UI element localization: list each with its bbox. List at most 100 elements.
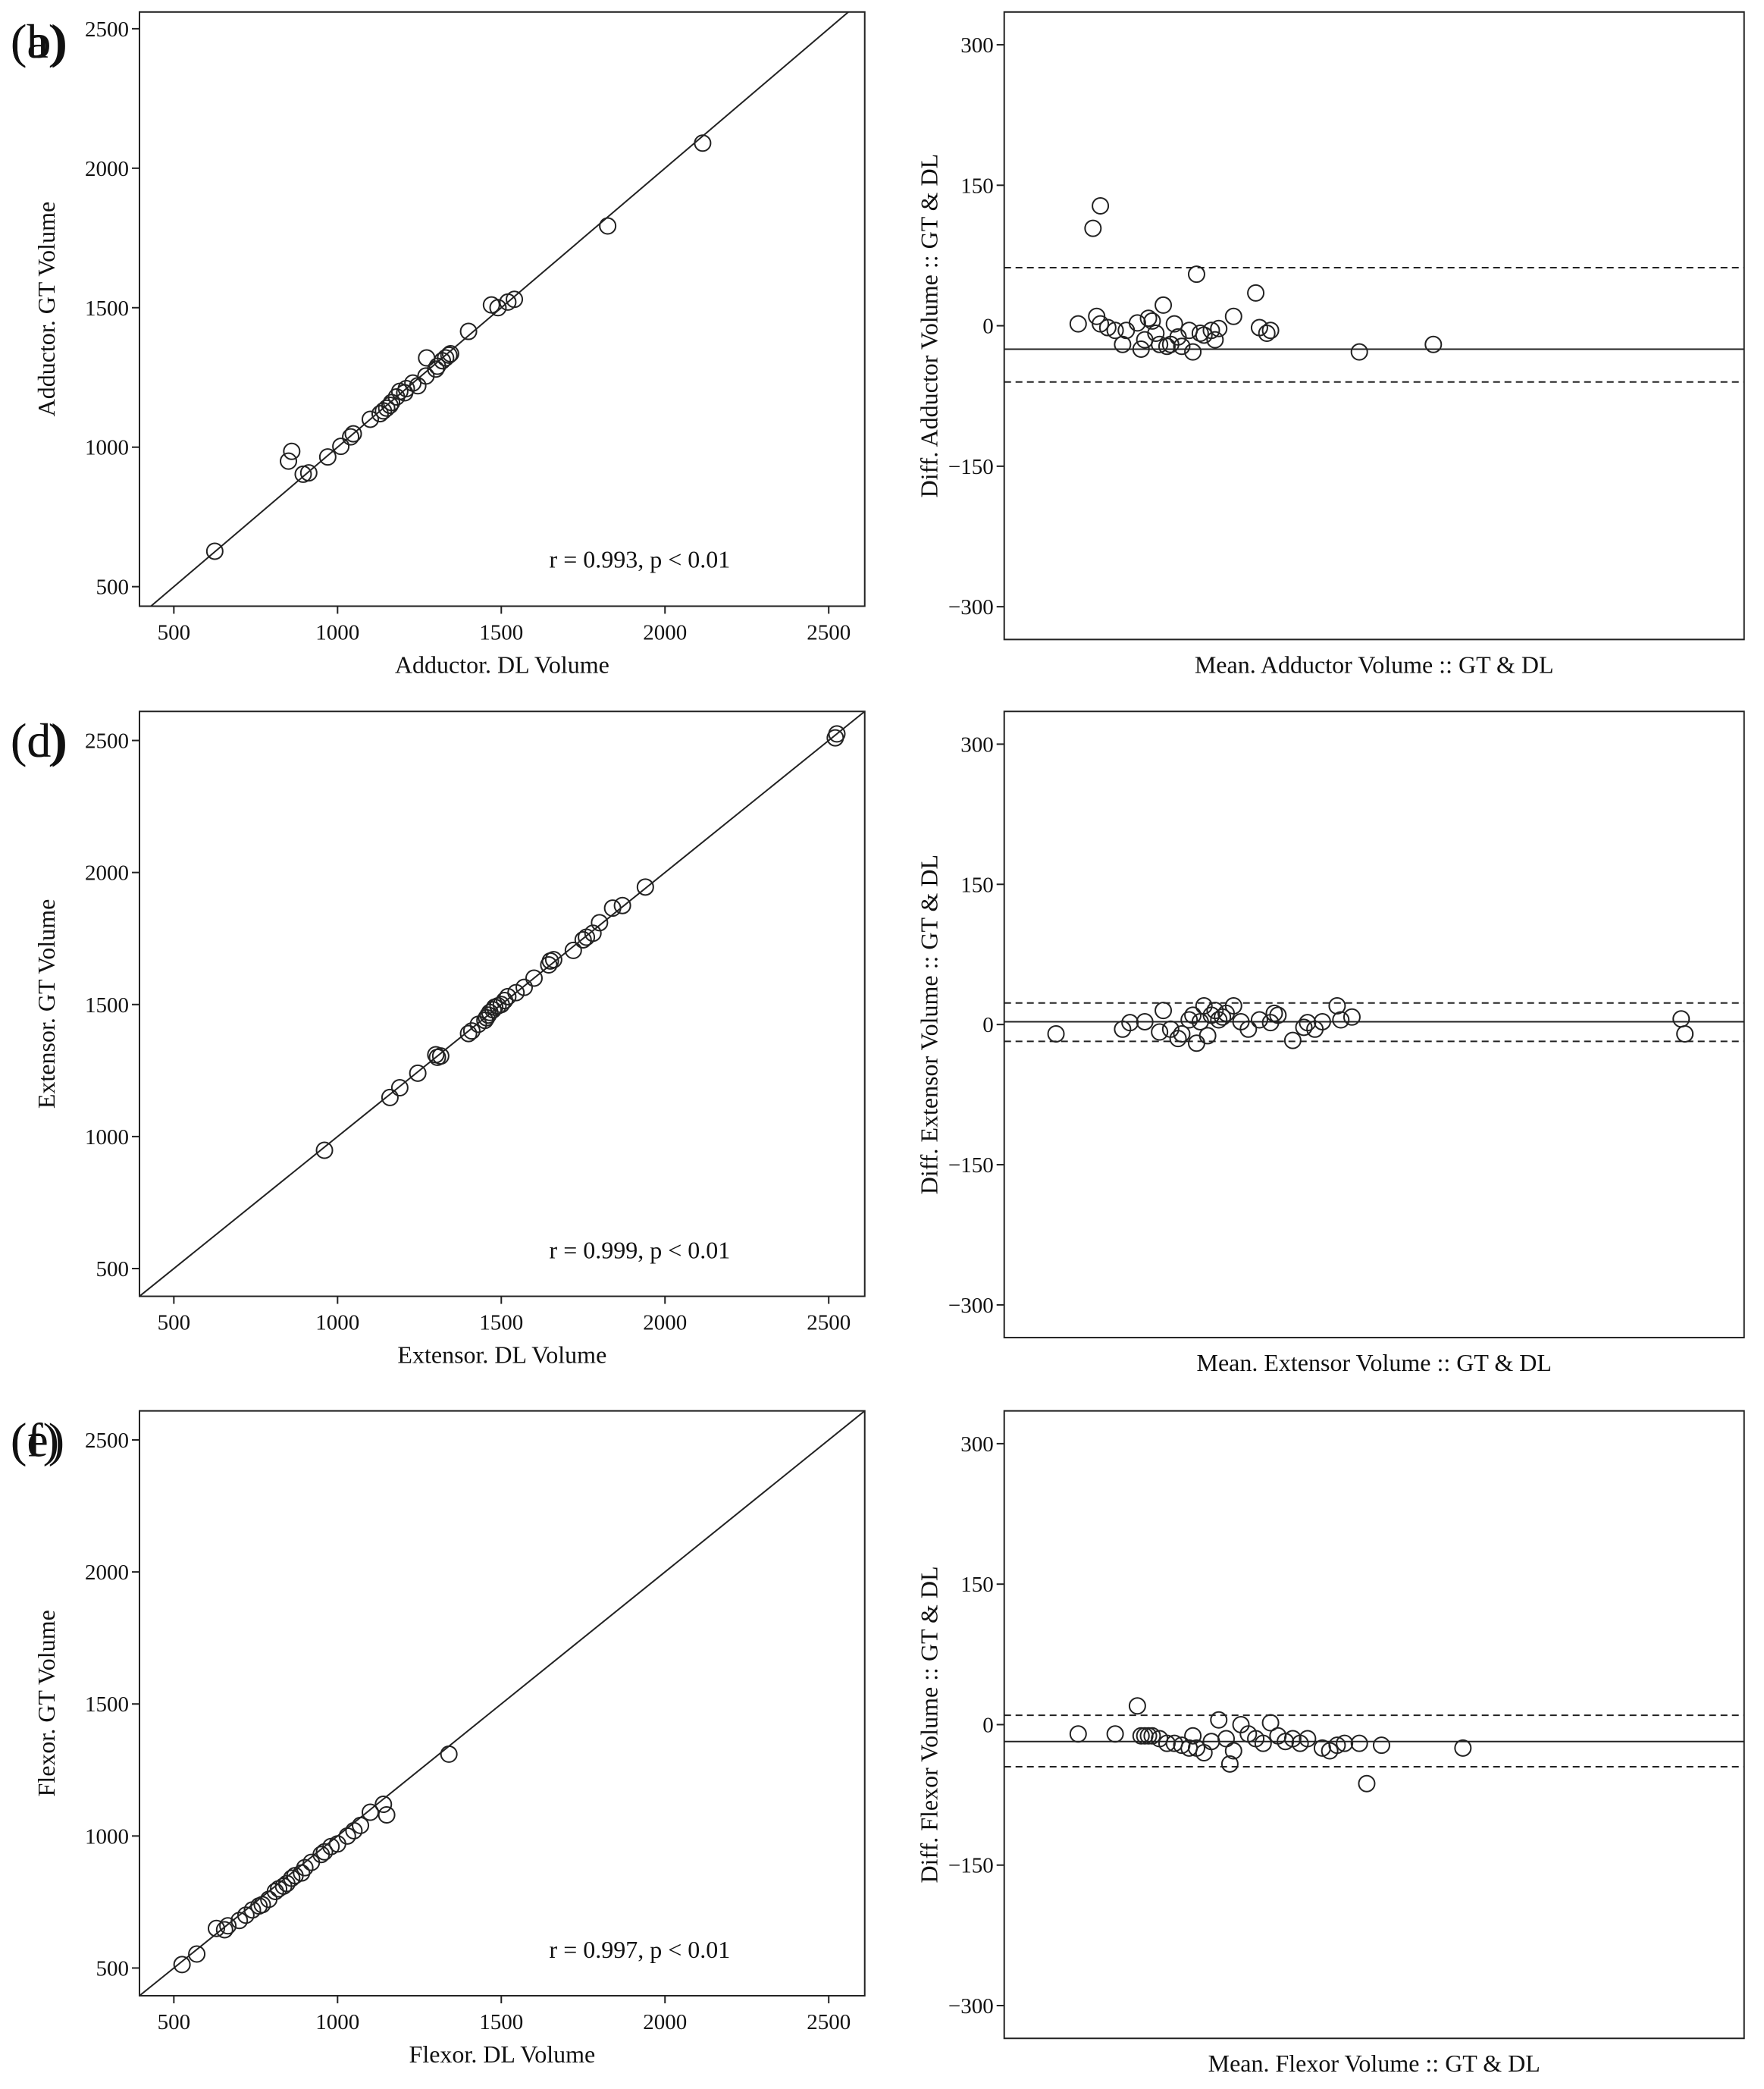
data-point bbox=[1158, 1734, 1176, 1752]
data-point bbox=[1214, 1008, 1232, 1026]
data-point bbox=[332, 438, 350, 456]
data-point bbox=[506, 290, 524, 309]
data-point bbox=[1328, 996, 1346, 1015]
data-point bbox=[1265, 1004, 1283, 1022]
x-tick-label: 2500 bbox=[807, 2010, 851, 2034]
data-point bbox=[603, 899, 622, 917]
data-point bbox=[1261, 1714, 1280, 1732]
y-tick-label: 2000 bbox=[85, 1560, 129, 1585]
x-axis-title: Mean. Flexor Volume :: GT & DL bbox=[1208, 2050, 1540, 2077]
y-tick-label: −150 bbox=[948, 1854, 994, 1878]
data-point bbox=[1254, 1734, 1272, 1752]
data-point bbox=[1336, 1734, 1354, 1752]
data-point bbox=[383, 394, 401, 412]
data-point bbox=[230, 1912, 249, 1930]
data-point bbox=[1206, 331, 1224, 349]
x-axis-title: Flexor. DL Volume bbox=[409, 2040, 596, 2068]
data-point bbox=[1250, 1011, 1268, 1029]
panel-label: (e) bbox=[11, 1413, 64, 1467]
data-point bbox=[1184, 1727, 1202, 1745]
data-point bbox=[1277, 1733, 1295, 1751]
data-point bbox=[462, 1022, 481, 1040]
data-point bbox=[397, 379, 415, 397]
data-point bbox=[1350, 1734, 1368, 1752]
data-point bbox=[215, 1921, 233, 1939]
data-point bbox=[1332, 1011, 1350, 1029]
data-point bbox=[1128, 314, 1146, 332]
x-tick-label: 1500 bbox=[479, 620, 523, 645]
data-point bbox=[342, 428, 360, 446]
panel-label: (f) bbox=[11, 1413, 59, 1467]
data-point bbox=[1147, 324, 1165, 342]
x-axis-title: Mean. Adductor Volume :: GT & DL bbox=[1195, 651, 1554, 678]
data-point bbox=[1210, 1711, 1228, 1729]
panel-label: (b) bbox=[11, 14, 67, 68]
data-point bbox=[283, 442, 301, 460]
correlation-annotation: r = 0.997, p < 0.01 bbox=[550, 1936, 731, 1963]
data-point bbox=[205, 542, 224, 560]
data-point bbox=[315, 1843, 334, 1861]
data-point bbox=[345, 1821, 363, 1840]
data-point bbox=[599, 217, 617, 235]
panel-c: (c) 500 1000 1500 2000 2500 500 1000 1500 2000 250… bbox=[11, 710, 866, 1369]
data-point bbox=[1191, 324, 1209, 342]
data-point bbox=[1224, 1742, 1242, 1760]
data-point bbox=[1313, 1012, 1331, 1030]
y-tick-label: 2500 bbox=[85, 1429, 129, 1453]
data-point bbox=[1136, 1012, 1154, 1030]
data-point bbox=[1676, 1024, 1694, 1043]
data-point bbox=[296, 1858, 314, 1877]
y-tick-label: 1500 bbox=[85, 296, 129, 321]
x-tick-label: 500 bbox=[158, 620, 191, 645]
data-point bbox=[1220, 1755, 1239, 1773]
y-tick-label: 300 bbox=[960, 732, 994, 757]
plot-frame bbox=[1003, 1410, 1745, 2040]
data-point bbox=[1184, 343, 1202, 361]
data-point bbox=[1328, 1736, 1346, 1755]
data-point bbox=[828, 725, 846, 743]
y-tick-label: 150 bbox=[960, 1573, 994, 1597]
data-point bbox=[219, 1917, 237, 1935]
y-tick-label: −150 bbox=[948, 1153, 994, 1178]
data-point bbox=[437, 349, 455, 367]
x-tick-label: 1000 bbox=[315, 1311, 359, 1335]
data-point bbox=[318, 448, 337, 466]
data-point bbox=[1169, 1030, 1187, 1048]
x-tick-label: 500 bbox=[158, 1311, 191, 1335]
data-point bbox=[1224, 307, 1242, 325]
data-point bbox=[459, 322, 478, 340]
data-point bbox=[489, 299, 507, 317]
plot-area bbox=[1004, 1697, 1744, 1793]
x-tick-label: 2500 bbox=[807, 1311, 851, 1335]
y-tick-label: 1000 bbox=[85, 1125, 129, 1150]
data-point bbox=[299, 464, 318, 482]
data-point bbox=[253, 1896, 271, 1914]
x-tick-label: 2500 bbox=[807, 620, 851, 645]
data-point bbox=[1424, 335, 1443, 353]
data-point bbox=[1180, 1011, 1198, 1029]
x-tick-label: 2000 bbox=[643, 1311, 687, 1335]
data-point bbox=[293, 1864, 311, 1882]
y-axis-title: Diff. Adductor Volume :: GT & DL bbox=[916, 154, 943, 498]
y-tick-label: −300 bbox=[948, 595, 994, 619]
data-point bbox=[441, 344, 459, 362]
y-tick-label: 500 bbox=[96, 1956, 129, 1981]
data-point bbox=[1132, 340, 1150, 358]
data-point bbox=[1128, 1697, 1146, 1715]
data-point bbox=[1139, 309, 1158, 328]
y-tick-label: 150 bbox=[960, 873, 994, 897]
panel-label: (c) bbox=[11, 714, 64, 767]
plot-area bbox=[1004, 196, 1744, 383]
plot-area bbox=[139, 1410, 865, 1996]
x-tick-label: 1000 bbox=[315, 2010, 359, 2034]
data-point bbox=[362, 410, 380, 428]
data-point bbox=[1155, 296, 1173, 314]
data-point bbox=[1098, 318, 1117, 337]
data-point bbox=[1151, 335, 1169, 353]
data-point bbox=[1247, 284, 1265, 302]
x-tick-label: 2000 bbox=[643, 2010, 687, 2034]
data-point bbox=[1139, 1727, 1158, 1745]
data-point bbox=[294, 465, 312, 483]
data-point bbox=[378, 399, 396, 417]
